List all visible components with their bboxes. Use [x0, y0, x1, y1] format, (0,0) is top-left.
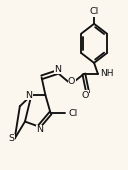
Text: N: N: [54, 65, 61, 74]
Text: N: N: [36, 125, 43, 134]
Text: Cl: Cl: [68, 109, 78, 117]
Text: N: N: [25, 91, 32, 100]
Text: S: S: [9, 134, 14, 143]
Text: O: O: [68, 77, 75, 86]
Text: O: O: [81, 91, 89, 100]
Text: Cl: Cl: [89, 7, 99, 16]
Text: NH: NH: [100, 69, 113, 78]
